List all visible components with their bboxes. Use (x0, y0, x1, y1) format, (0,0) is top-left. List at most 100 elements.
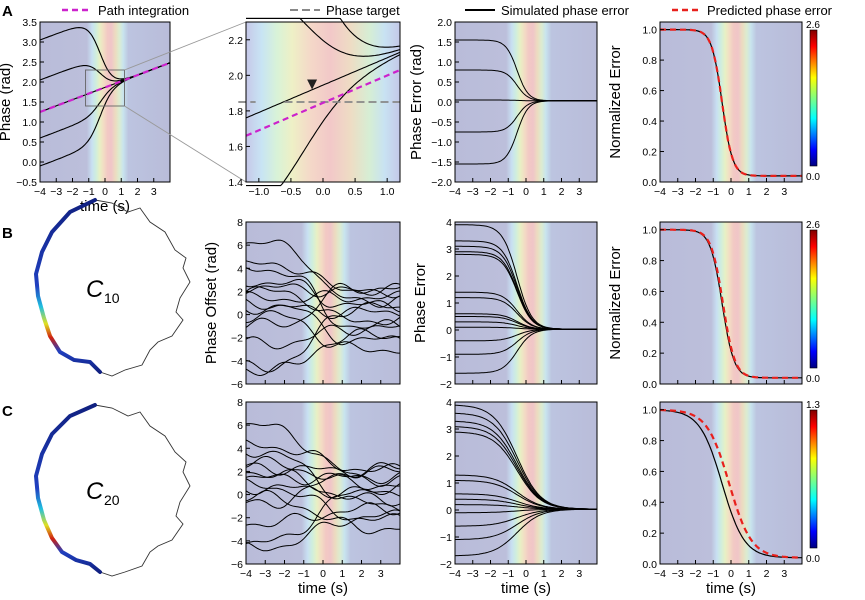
ylabel-b4: Normalized Error (607, 246, 624, 359)
plot-data (39, 17, 802, 559)
ytick-label-c3: 1 (446, 478, 452, 490)
xtick-label-a3: 3 (576, 186, 582, 198)
xtick-label-c4: 0 (728, 568, 734, 580)
ytick-label-a2: 2.2 (228, 35, 243, 47)
xtick-label-c2: 3 (378, 568, 384, 580)
ytick-label-b4: 1.0 (642, 225, 657, 237)
xtick-label-c2: 1 (339, 568, 345, 580)
xtick-label-a4: −3 (672, 186, 684, 198)
c3-error-line (454, 508, 598, 557)
bg-b2 (246, 222, 400, 384)
ytick-label-c2: 4 (237, 443, 243, 455)
a1-zoom-box (85, 69, 125, 107)
ytick-label-c4: 0.0 (642, 559, 657, 571)
xtick-label-c4: −3 (672, 568, 684, 580)
ylabel-a4: Normalized Error (607, 45, 624, 158)
ytick-label-c3: 3 (446, 424, 452, 436)
ylabel-b2: Phase Offset (rad) (203, 242, 220, 364)
ytick-label-a1: 2.5 (22, 57, 37, 69)
legend-phase-target-label: Phase target (326, 3, 400, 18)
ytick-label-b3: −2 (440, 379, 452, 391)
xtick-label-a1: 3 (151, 186, 157, 198)
xtick-label-a2: 1.0 (380, 186, 395, 198)
a2-trajectory-line (245, 51, 401, 119)
ytick-label-c2: −6 (231, 559, 243, 571)
ytick-label-a2: 1.6 (228, 141, 243, 153)
ytick-label-a1: 1.5 (22, 97, 37, 109)
xtick-label-a2: −0.5 (281, 186, 302, 198)
colorbar-min-b4: 0.0 (806, 374, 820, 385)
c2-offset-line (245, 472, 401, 486)
legend-predicted-label: Predicted phase error (707, 3, 833, 18)
xtick-label-a4: −2 (690, 186, 702, 198)
c2-offset-line (245, 484, 401, 499)
colorbar-min-c4: 0.0 (806, 554, 820, 565)
xtick-label-c3: 0 (523, 568, 529, 580)
xtick-label-a3: −4 (449, 186, 461, 198)
xlabel-c4: time (s) (706, 580, 756, 597)
ytick-label-b2: −6 (231, 379, 243, 391)
c2-offset-line (245, 462, 401, 479)
xtick-label-a2: 0.0 (316, 186, 331, 198)
ytick-label-a4: 0.0 (642, 177, 657, 189)
ring-c10-label-c: C (86, 276, 104, 303)
c2-offset-line (245, 456, 401, 491)
ring-c10-trace (33, 198, 102, 374)
bg-a3 (455, 22, 597, 182)
xtick-label-c4: −1 (707, 568, 719, 580)
c2-offset-line (245, 478, 401, 521)
xtick-label-c3: −1 (502, 568, 514, 580)
colorbar-b4 (809, 229, 818, 369)
xtick-label-c4: 3 (781, 568, 787, 580)
b2-offset-line (245, 290, 401, 303)
ytick-label-b2: −4 (231, 356, 243, 368)
xtick-label-a2: 0.5 (348, 186, 363, 198)
xtick-label-c2: 0 (320, 568, 326, 580)
legend-simulated-label: Simulated phase error (501, 3, 630, 18)
ytick-label-c4: 0.4 (642, 497, 657, 509)
ytick-label-b3: −1 (440, 352, 452, 364)
panel-label-c: C (2, 403, 13, 420)
xtick-label-c4: 1 (746, 568, 752, 580)
ytick-label-c2: 8 (237, 397, 243, 409)
xtick-label-c2: −1 (298, 568, 310, 580)
xtick-label-a3: −1 (502, 186, 514, 198)
ytick-label-b4: 0.8 (642, 256, 657, 268)
ytick-label-a4: 0.2 (642, 147, 657, 159)
xtick-label-c2: −4 (240, 568, 252, 580)
b2-offset-line (245, 328, 400, 377)
ytick-label-b3: 4 (446, 217, 452, 229)
ytick-label-a4: 0.4 (642, 116, 657, 128)
b2-offset-line (245, 286, 401, 326)
ytick-label-a4: 1.0 (642, 25, 657, 37)
a2-arrowhead-marker (307, 79, 318, 90)
b3-error-line (455, 328, 597, 374)
bg-a1 (40, 22, 170, 182)
ytick-label-b4: 0.0 (642, 379, 657, 391)
ytick-label-c4: 1.0 (642, 405, 657, 417)
ytick-label-b3: 0 (446, 325, 452, 337)
ytick-label-c2: 2 (237, 466, 243, 478)
ylabel-a3: Phase Error (rad) (408, 44, 425, 160)
ytick-label-a2: 1.4 (228, 177, 243, 189)
xtick-label-a3: 0 (523, 186, 529, 198)
xtick-label-c3: 3 (576, 568, 582, 580)
ytick-label-a3: 2.0 (437, 17, 452, 29)
a2-path-integration-line (245, 68, 401, 137)
bg-a4 (660, 22, 802, 182)
ytick-label-a3: −2.0 (431, 177, 452, 189)
colorbar-min-a4: 0.0 (806, 172, 820, 183)
b2-offset-line (245, 324, 401, 350)
ytick-label-a3: −1.5 (431, 157, 452, 169)
ytick-label-a4: 0.6 (642, 86, 657, 98)
xtick-label-c3: −2 (485, 568, 497, 580)
xtick-label-c3: 1 (541, 568, 547, 580)
xtick-label-c3: −4 (449, 568, 461, 580)
ytick-label-a1: 2.0 (22, 77, 37, 89)
ytick-label-a1: −0.5 (16, 177, 37, 189)
a4-predicted-line (660, 28, 802, 177)
xtick-label-c3: 2 (559, 568, 565, 580)
ytick-label-a3: −0.5 (431, 117, 452, 129)
ytick-label-a1: 1.0 (22, 117, 37, 129)
ytick-label-b2: 8 (237, 217, 243, 229)
